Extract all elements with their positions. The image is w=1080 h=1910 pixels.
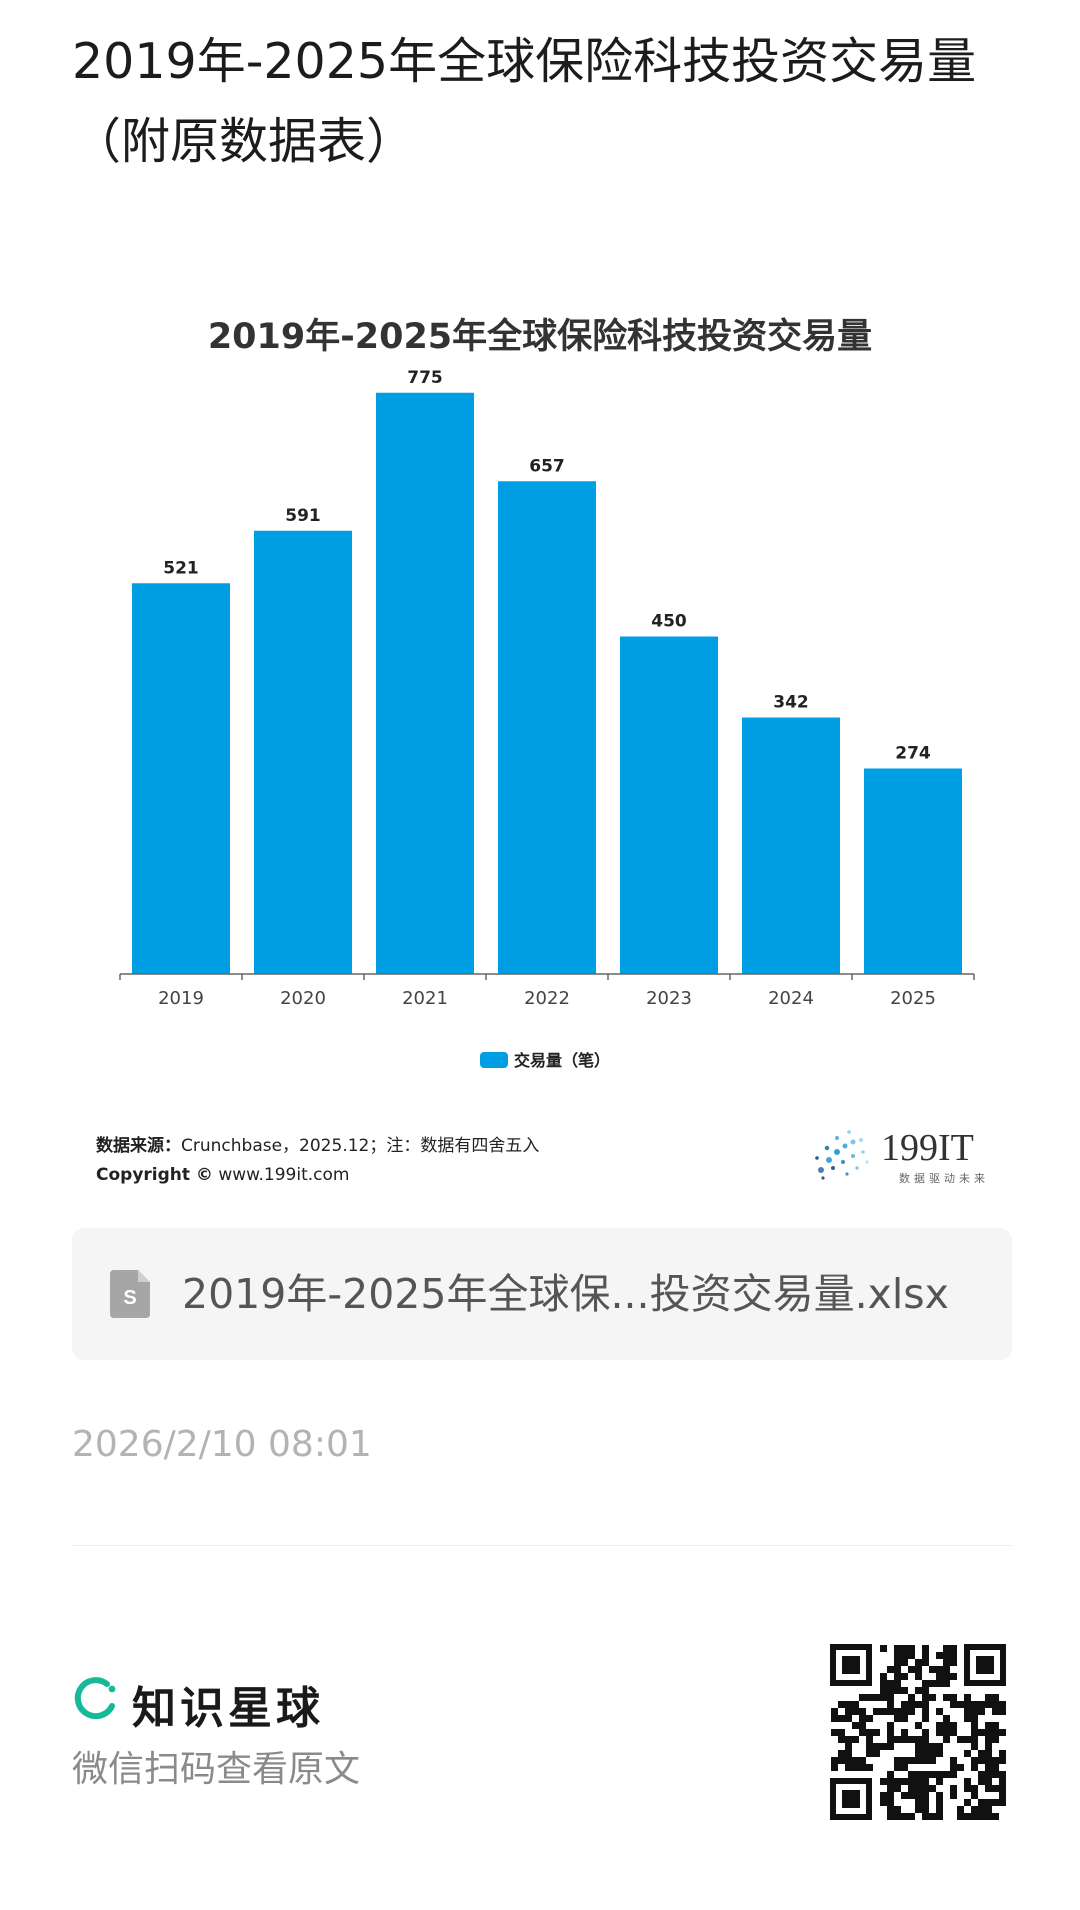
copyright-label: Copyright ©: [96, 1165, 213, 1185]
data-label-2021: 775: [407, 368, 443, 388]
spreadsheet-file-icon: S: [110, 1270, 150, 1318]
x-tick-label-2021: 2021: [402, 988, 448, 1009]
brand-slogan: 数据驱动未来: [899, 1171, 989, 1185]
bar-2023: [620, 636, 718, 974]
x-tick-label-2022: 2022: [524, 988, 570, 1009]
bar-2021: [376, 392, 474, 974]
data-label-2024: 342: [773, 693, 809, 713]
bar-2024: [742, 717, 840, 974]
source-text: Crunchbase，2025.12；注：数据有四舍五入: [181, 1136, 540, 1156]
post-title: 2019年-2025年全球保险科技投资交易量（附原数据表）: [72, 33, 977, 170]
platform-name: 知识星球: [132, 1683, 324, 1734]
brand-logo: 199IT 数据驱动未来: [815, 1127, 989, 1185]
dandelion-logo-icon: [815, 1130, 869, 1180]
legend-swatch: [480, 1052, 508, 1068]
post-timestamp: 2026/2/10 08:01: [72, 1424, 372, 1465]
qr-code[interactable]: [830, 1644, 1006, 1820]
brand-name: 199IT: [881, 1127, 974, 1169]
planet-ring-icon: [74, 1677, 116, 1720]
source-label: 数据来源：: [96, 1136, 181, 1156]
divider: [72, 1545, 1012, 1546]
data-label-2019: 521: [163, 558, 199, 578]
bar-chart: 521 591 775 657 450 342 274 2019 2020 2021 2022 20…: [119, 368, 975, 1070]
chart-title: 2019年-2025年全球保险科技投资交易量: [207, 317, 873, 357]
bar-2019: [132, 583, 230, 974]
x-tick-label-2025: 2025: [890, 988, 936, 1009]
attachment-card[interactable]: S 2019年-2025年全球保...投资交易量.xlsx: [72, 1228, 1012, 1360]
data-label-2022: 657: [529, 456, 565, 476]
x-tick-label-2020: 2020: [280, 988, 326, 1009]
x-tick-label-2023: 2023: [646, 988, 692, 1009]
data-label-2020: 591: [285, 506, 321, 526]
chart-card: 2019年-2025年全球保险科技投资交易量 521 591 775 657 450 34…: [72, 260, 1008, 1210]
bar-2022: [498, 481, 596, 974]
source-note: 数据来源：Crunchbase，2025.12；注：数据有四舍五入 Copyri…: [96, 1132, 539, 1190]
scan-hint: 微信扫码查看原文: [72, 1749, 361, 1790]
data-label-2025: 274: [895, 744, 931, 764]
x-tick-label-2019: 2019: [158, 988, 204, 1009]
svg-text:S: S: [123, 1287, 136, 1309]
data-label-2023: 450: [651, 612, 687, 632]
attachment-file-name: 2019年-2025年全球保...投资交易量.xlsx: [182, 1270, 949, 1318]
x-tick-label-2024: 2024: [768, 988, 814, 1009]
copyright-site: www.199it.com: [218, 1165, 350, 1185]
bar-2025: [864, 768, 962, 974]
bar-2020: [254, 530, 352, 974]
legend-label: 交易量（笔）: [514, 1051, 610, 1070]
